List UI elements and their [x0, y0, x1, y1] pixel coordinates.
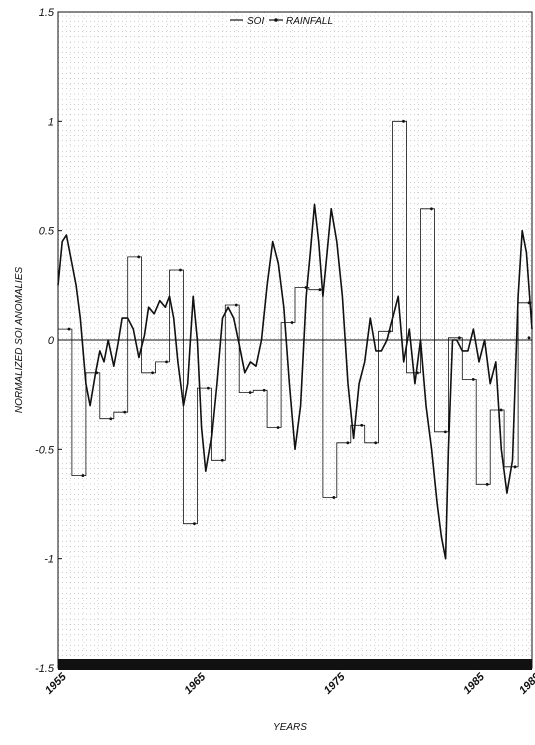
rainfall-point — [165, 360, 168, 364]
rainfall-point — [137, 255, 141, 259]
rainfall-point — [346, 441, 350, 445]
legend-rainfall-label: RAINFALL — [286, 16, 333, 27]
rainfall-point — [360, 423, 364, 427]
grid — [58, 12, 532, 668]
y-tick-label: 0 — [48, 335, 55, 347]
x-axis-band — [58, 659, 532, 670]
rainfall-point — [457, 336, 461, 340]
y-tick-label: -1 — [44, 554, 54, 566]
rainfall-point — [206, 386, 210, 390]
x-tick-label: 1989 — [517, 670, 535, 696]
rainfall-point — [513, 465, 517, 469]
y-tick-label: 0.5 — [39, 226, 55, 238]
rainfall-point — [485, 482, 489, 486]
rainfall-point — [527, 336, 531, 340]
rainfall-point — [193, 522, 196, 526]
y-tick-label: 1.5 — [39, 7, 55, 19]
rainfall-point — [443, 430, 447, 434]
y-axis: 1.5 1 0.5 0 -0.5 -1 -1.5 — [35, 7, 62, 675]
rainfall-point — [81, 474, 85, 477]
series-layer — [57, 119, 533, 560]
rainfall-point — [262, 388, 266, 392]
legend: SOI RAINFALL — [230, 16, 333, 27]
rainfall-point — [109, 417, 113, 421]
rainfall-point — [527, 301, 531, 305]
rainfall-point — [151, 371, 154, 375]
x-tick-label: 1985 — [461, 670, 487, 696]
rainfall-point — [402, 119, 405, 123]
rainfall-point — [318, 288, 322, 292]
y-tick-label: -1.5 — [35, 663, 55, 675]
rainfall-point — [471, 377, 475, 381]
series-rainfall-line — [58, 120, 533, 525]
rainfall-point — [220, 458, 224, 462]
rainfall-point — [388, 329, 391, 333]
legend-rainfall-marker — [274, 18, 278, 22]
rainfall-point — [67, 327, 71, 331]
rainfall-point — [95, 371, 99, 375]
x-tick-label: 1965 — [182, 670, 208, 696]
x-axis-label: YEARS — [273, 722, 307, 733]
rainfall-point — [304, 286, 308, 289]
rainfall-point — [179, 268, 182, 272]
rainfall-point — [290, 321, 294, 324]
rainfall-point — [499, 408, 503, 412]
y-axis-label: NORMALIZED SOI ANOMALIES — [14, 267, 25, 414]
rainfall-point — [234, 303, 238, 307]
rainfall-point — [430, 207, 433, 211]
series-soi-line — [57, 203, 533, 560]
legend-soi-label: SOI — [247, 16, 264, 27]
y-tick-label: 1 — [48, 116, 54, 128]
rainfall-point — [374, 441, 378, 445]
rainfall-point — [123, 410, 127, 414]
rainfall-point — [332, 496, 336, 499]
y-tick-label: -0.5 — [35, 444, 55, 456]
x-tick-label: 1975 — [322, 670, 348, 696]
rainfall-point — [276, 426, 280, 429]
x-axis: 1955 1965 1975 1985 1989 — [43, 670, 535, 696]
rainfall-point — [416, 371, 419, 375]
rainfall-point — [248, 391, 252, 394]
